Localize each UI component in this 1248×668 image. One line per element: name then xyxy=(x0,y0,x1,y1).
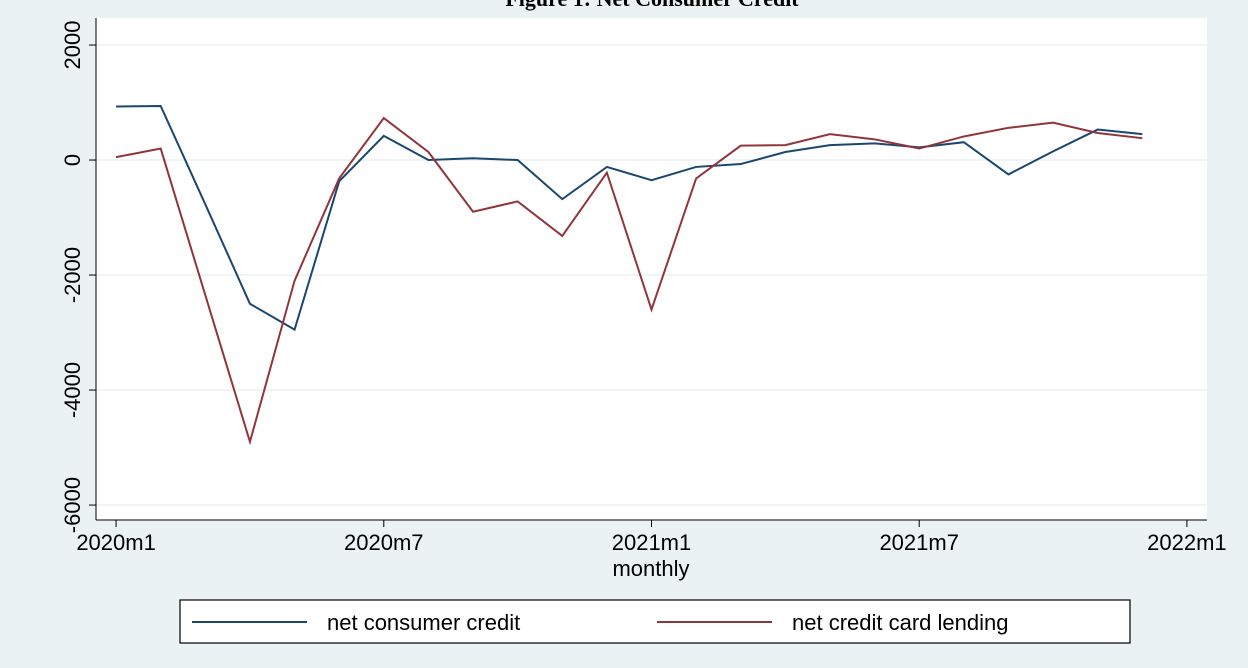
legend-label: net credit card lending xyxy=(792,610,1008,635)
x-tick-label: 2020m1 xyxy=(76,530,156,555)
x-tick-label: 2021m1 xyxy=(612,530,692,555)
y-tick-label: -6000 xyxy=(60,477,85,533)
chart-title: Figure 1: Net Consumer Credit xyxy=(505,0,799,11)
series-line xyxy=(116,104,1143,332)
y-tick-label: -2000 xyxy=(60,247,85,303)
y-tick-label: -4000 xyxy=(60,362,85,418)
plot-area xyxy=(96,18,1207,520)
series-line xyxy=(115,116,1143,446)
legend-label: net consumer credit xyxy=(327,610,520,635)
x-tick-label: 2022m1 xyxy=(1147,530,1227,555)
x-tick-label: 2021m7 xyxy=(879,530,959,555)
x-tick-label: 2020m7 xyxy=(344,530,424,555)
y-tick-label: 0 xyxy=(60,154,85,166)
y-tick-label: 2000 xyxy=(60,21,85,70)
legend xyxy=(179,599,1131,644)
x-axis-title: monthly xyxy=(612,556,689,581)
